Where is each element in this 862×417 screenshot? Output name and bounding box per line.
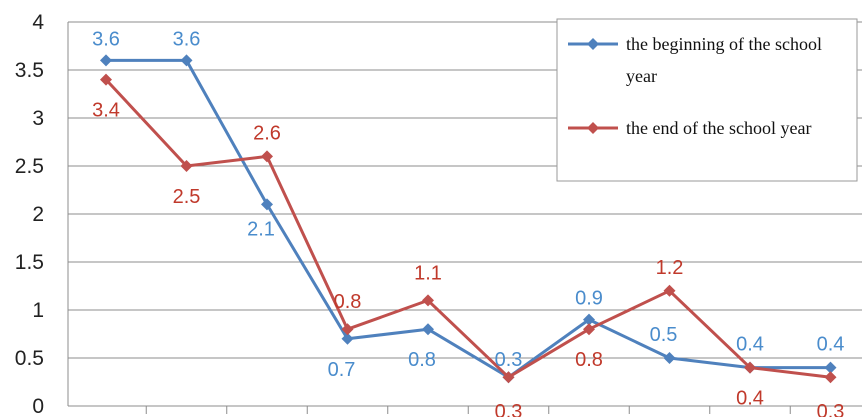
- data-point-marker: [341, 332, 354, 345]
- x-axis: [68, 405, 862, 414]
- data-label: 0.3: [817, 401, 845, 417]
- data-label: 0.4: [736, 388, 764, 410]
- legend-label-end: the end of the school year: [626, 118, 811, 138]
- data-point-marker: [744, 361, 756, 374]
- data-point-marker: [583, 323, 595, 336]
- y-tick-label: 1: [32, 299, 44, 322]
- data-label: 3.6: [92, 28, 120, 50]
- data-point-marker: [824, 371, 837, 384]
- data-label: 0.8: [408, 349, 436, 371]
- data-label: 0.3: [495, 401, 523, 417]
- legend-label-begin-line1: the beginning of the school: [626, 34, 822, 54]
- data-label: 3.6: [173, 28, 201, 50]
- data-point-marker: [100, 54, 112, 67]
- y-tick-label: 3.5: [15, 59, 44, 82]
- y-tick-label: 0: [32, 395, 44, 417]
- series-layer: [100, 54, 837, 384]
- data-label: 0.4: [736, 334, 764, 356]
- y-tick-label: 0.5: [15, 347, 44, 370]
- data-point-marker: [583, 313, 595, 326]
- gridlines: [68, 21, 862, 359]
- data-label: 0.7: [328, 359, 356, 381]
- legend: the beginning of the school year the end…: [556, 18, 858, 182]
- data-point-marker: [261, 150, 273, 163]
- data-label: 0.9: [575, 288, 603, 310]
- series-line-1: [104, 78, 831, 379]
- data-point-marker: [502, 371, 515, 384]
- data-point-marker: [422, 323, 434, 336]
- data-point-marker: [663, 284, 676, 297]
- legend-marker-end: [587, 122, 599, 134]
- data-point-marker: [422, 294, 434, 307]
- data-point-marker: [341, 323, 354, 336]
- data-labels: 3.6 3.6 2.1 0.7 0.8 0.3 0.9 0.5 0.4 0.4 3.4 2.5 2.6 0…: [92, 28, 844, 417]
- y-tick-label: 1.5: [15, 251, 44, 274]
- y-tick-label: 4: [32, 11, 44, 34]
- data-label: 0.3: [495, 349, 523, 371]
- y-tick-label: 2.5: [15, 155, 44, 178]
- y-tick-label: 2: [32, 203, 44, 226]
- y-axis: 0 0.5 1 1.5 2 2.5 3 3.5 4: [15, 11, 69, 417]
- data-label: 1.1: [414, 262, 442, 284]
- legend-label-begin-line2: year: [626, 66, 657, 86]
- data-label: 1.2: [656, 257, 684, 279]
- data-point-marker: [100, 73, 112, 86]
- data-label: 3.4: [92, 100, 120, 122]
- data-point-marker: [663, 352, 676, 364]
- data-label: 2.5: [173, 186, 201, 208]
- data-point-marker: [824, 361, 837, 374]
- y-tick-label: 3: [32, 107, 44, 130]
- legend-box: [556, 18, 858, 182]
- series-line-0: [106, 58, 831, 379]
- data-label: 2.6: [253, 122, 281, 144]
- data-label: 0.5: [650, 324, 678, 346]
- data-label: 0.4: [817, 334, 845, 356]
- data-label: 2.1: [247, 218, 275, 240]
- legend-marker-begin: [587, 38, 599, 50]
- data-label: 0.8: [575, 349, 603, 371]
- data-point-marker: [180, 160, 193, 172]
- data-point-marker: [180, 54, 193, 67]
- data-point-marker: [261, 198, 273, 211]
- data-label: 0.8: [334, 291, 362, 313]
